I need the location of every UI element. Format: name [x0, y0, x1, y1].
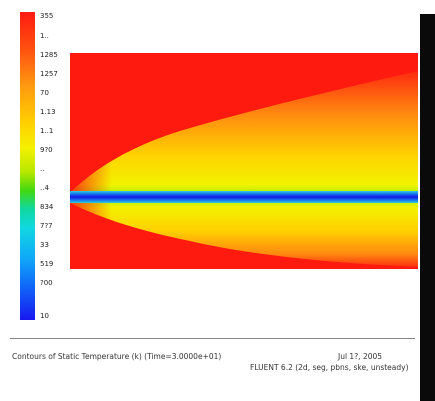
colorbar-tick-label: 834 — [40, 203, 53, 211]
colorbar-tick-label: ..4 — [40, 184, 49, 192]
colorbar-tick-label: 1.13 — [40, 108, 56, 116]
temperature-contour-plot — [70, 53, 418, 269]
colorbar-tick-label: 9?0 — [40, 146, 53, 154]
inlet-region — [70, 53, 418, 269]
caption-solver-info: FLUENT 6.2 (2d, seg, pbns, ske, unsteady… — [250, 363, 409, 372]
colorbar-tick-label: 10 — [40, 312, 49, 320]
colorbar-tick-label: ?00 — [40, 279, 53, 287]
colorbar-tick-label: 519 — [40, 260, 53, 268]
window-edge-bar — [420, 14, 435, 401]
colorbar-tick-label: .. — [40, 165, 44, 173]
colorbar-tick-label: 355 — [40, 12, 53, 20]
colorbar-tick-label: 1.. — [40, 32, 49, 40]
colorbar-tick-label: 33 — [40, 241, 49, 249]
temperature-colorbar — [20, 12, 35, 320]
caption-divider — [10, 338, 415, 339]
caption-date: Jul 1?, 2005 — [338, 352, 382, 361]
colorbar-tick-label: 1..1 — [40, 127, 53, 135]
colorbar-tick-label: 1285 — [40, 51, 58, 59]
cold-wall-band — [70, 191, 418, 203]
colorbar-tick-label: 1257 — [40, 70, 58, 78]
caption-title: Contours of Static Temperature (k) (Time… — [12, 352, 221, 361]
colorbar-tick-label: 70 — [40, 89, 49, 97]
colorbar-tick-label: 7?7 — [40, 222, 53, 230]
